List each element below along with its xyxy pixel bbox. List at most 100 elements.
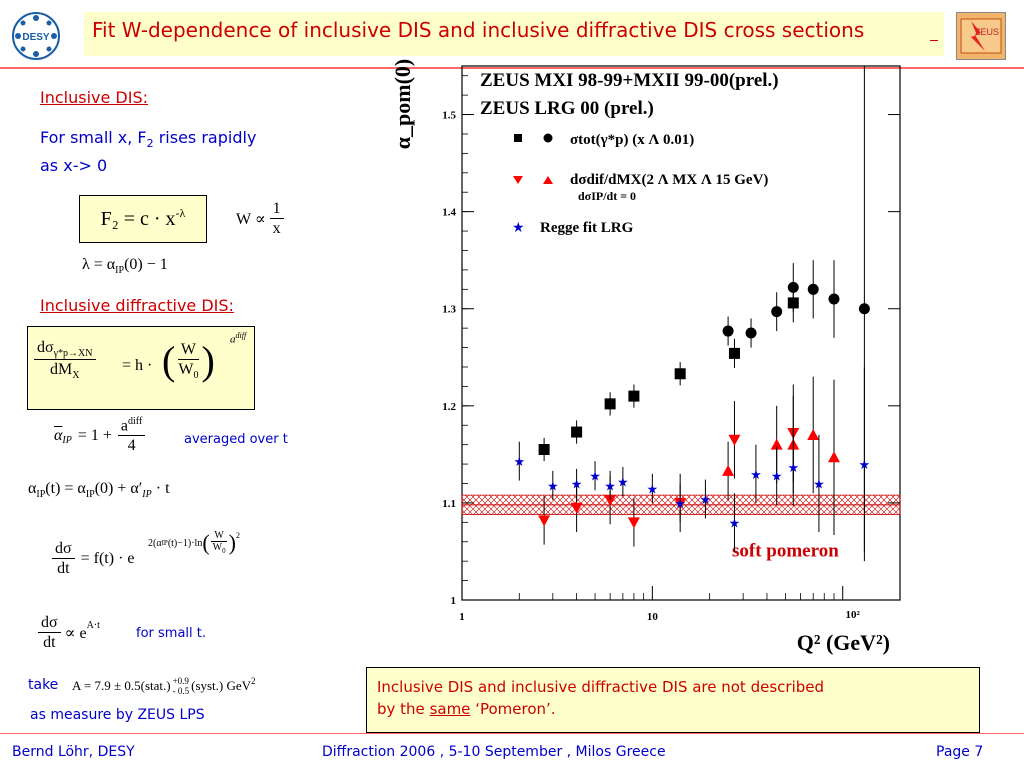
take-label: take xyxy=(28,677,59,693)
legend-title-1: ZEUS MXI 98-99+MXII 99-00(prel.) xyxy=(480,70,779,91)
alpha-t: α xyxy=(28,480,37,497)
dsdt-equation: dσ dt = f(t) · e xyxy=(52,540,135,578)
data-point-star: ★ xyxy=(859,458,871,473)
a-errors: +0.9 - 0.5 xyxy=(173,676,190,696)
dsig-w0: W xyxy=(178,360,194,378)
w-proportional: W ∝ 1 x xyxy=(236,200,284,238)
dsig-den: dMX xyxy=(47,360,82,382)
legend-tri-up-marker xyxy=(543,176,553,184)
data-point-star: ★ xyxy=(750,468,762,483)
incl-text-2: rises rapidly xyxy=(153,128,257,147)
lambda-eq: λ = α xyxy=(82,256,116,273)
dsdt-exponent: 2(α IP (t)−1)·ln ( W W0 ) 2 xyxy=(148,530,240,556)
zeus-logo: ZEUS xyxy=(956,12,1006,60)
incl-text-1: For small x, F xyxy=(40,128,147,147)
dsig-den-sub: X xyxy=(72,370,80,382)
data-point-tri-down xyxy=(538,515,551,527)
lambda-equation: λ = αIP(0) − 1 xyxy=(82,256,168,276)
dsdt-lparen: ( xyxy=(202,530,210,555)
diffractive-formula-box: dσγ*p→XN dMX = h · ( W W0 ) adiff xyxy=(27,326,255,410)
data-point-star: ★ xyxy=(617,476,629,491)
dsig-lparen: ( xyxy=(162,338,176,384)
data-point-star: ★ xyxy=(589,470,601,485)
dsdt-exp-w0-wrap: W0 xyxy=(210,542,229,555)
footer-conference: Diffraction 2006 , 5-10 September , Milo… xyxy=(322,744,666,760)
dsig-exp: a xyxy=(230,333,236,346)
dsdt-eq: = f(t) · e xyxy=(80,549,135,567)
dsdt-exp: 2(α xyxy=(148,537,162,549)
dsdt-exp-w0: W xyxy=(212,542,223,554)
conclusion-same: same xyxy=(429,700,471,718)
a-syst: (syst.) GeV xyxy=(191,678,252,693)
footer-page: Page 7 xyxy=(936,744,984,760)
abar-lhs: α xyxy=(54,426,63,444)
alpha-bar-equation: α IP = 1 + adiff 4 xyxy=(54,416,146,455)
lambda-rest: (0) − 1 xyxy=(124,256,168,273)
dsig-den-text: dM xyxy=(50,361,73,379)
y-tick-label: 1.5 xyxy=(442,110,456,122)
data-point-square xyxy=(728,347,740,359)
conclusion-line-2c: ‘Pomeron’. xyxy=(470,700,556,718)
w-prop-label: W ∝ xyxy=(236,210,266,228)
lambda-sub: IP xyxy=(115,265,125,277)
title-bar xyxy=(84,12,944,56)
legend-circle-marker xyxy=(543,133,553,143)
alpha-t-rest3: · t xyxy=(151,480,170,497)
data-point-circle xyxy=(787,281,799,293)
small-t-note: for small t. xyxy=(136,626,206,641)
legend-regge: Regge fit LRG xyxy=(540,220,634,236)
dsdt-exp-w0-sub: 0 xyxy=(222,547,226,556)
f2-exponent: -λ xyxy=(175,205,186,220)
header-divider xyxy=(0,67,1024,69)
conclusion-line-1: Inclusive DIS and inclusive diffractive … xyxy=(377,678,825,696)
abar-eq: = 1 + xyxy=(77,426,112,444)
desy-logo: DESY xyxy=(8,10,64,62)
slide-title: Fit W-dependence of inclusive DIS and in… xyxy=(92,18,865,42)
incl-text-sub: 2 xyxy=(146,137,154,151)
a-pow: 2 xyxy=(251,676,256,686)
alpha-t-rest2: (0) + α′ xyxy=(94,480,143,497)
footer-author: Bernd Löhr, DESY xyxy=(12,744,135,760)
f2-formula: F₂ = c · x xyxy=(100,207,176,230)
y-tick-label: 1.4 xyxy=(442,207,456,219)
dsig-w0-wrap: W0 xyxy=(175,360,201,382)
dsdt-exp-rest: (t)−1)·ln xyxy=(167,537,203,549)
data-point-circle xyxy=(807,283,819,295)
dsdt-exp-w: W xyxy=(211,530,227,543)
inclusive-dis-text: For small x, F2 rises rapidly as x-> 0 xyxy=(40,127,256,177)
abar-den: 4 xyxy=(127,436,136,454)
dsig-exponent: adiff xyxy=(230,331,246,346)
dsig-frac: dσγ*p→XN dMX xyxy=(34,339,96,382)
small-exp: A·t xyxy=(86,620,100,632)
data-point-tri-down xyxy=(570,502,583,514)
y-tick-label: 1.1 xyxy=(442,498,456,510)
data-point-star: ★ xyxy=(813,477,825,492)
abar-sub: IP xyxy=(62,435,72,447)
lps-note: as measure by ZEUS LPS xyxy=(30,707,205,723)
averaged-note: averaged over t xyxy=(184,432,288,447)
data-point-tri-down xyxy=(604,494,617,506)
data-point-star: ★ xyxy=(674,497,686,512)
alpha-pom-chart: soft pomeron 1 1.1 1.2 1.3 1.4 1.5 1 10 10² Q² (Ge… xyxy=(390,59,901,655)
data-point-tri-down xyxy=(728,434,741,446)
data-point-square xyxy=(604,398,616,410)
abar-num-sup: diff xyxy=(128,416,143,427)
data-point-star: ★ xyxy=(647,482,659,497)
desy-logo-text: DESY xyxy=(22,32,50,43)
data-point-star: ★ xyxy=(700,493,712,508)
data-point-star: ★ xyxy=(729,516,741,531)
dsig-num-sub: γ*p→XN xyxy=(53,348,93,360)
y-tick-label: 1.3 xyxy=(442,304,456,316)
dsdt-exp-sub: IP xyxy=(161,539,168,547)
inclusive-dis-heading: Inclusive DIS: xyxy=(40,88,149,107)
footer-divider xyxy=(0,733,1024,734)
x-tick-label: 1 xyxy=(459,611,465,623)
legend-square-marker xyxy=(514,134,522,142)
legend-dif-2: dσIP/dt = 0 xyxy=(578,189,636,203)
abar-frac: adiff 4 xyxy=(117,416,146,455)
data-point-square xyxy=(674,368,686,380)
x-tick-label: 10 xyxy=(647,611,659,623)
x-axis-label: Q² (GeV²) xyxy=(797,630,890,655)
diffractive-dis-heading: Inclusive diffractive DIS: xyxy=(40,296,234,315)
incl-text-3: as x-> 0 xyxy=(40,156,108,176)
